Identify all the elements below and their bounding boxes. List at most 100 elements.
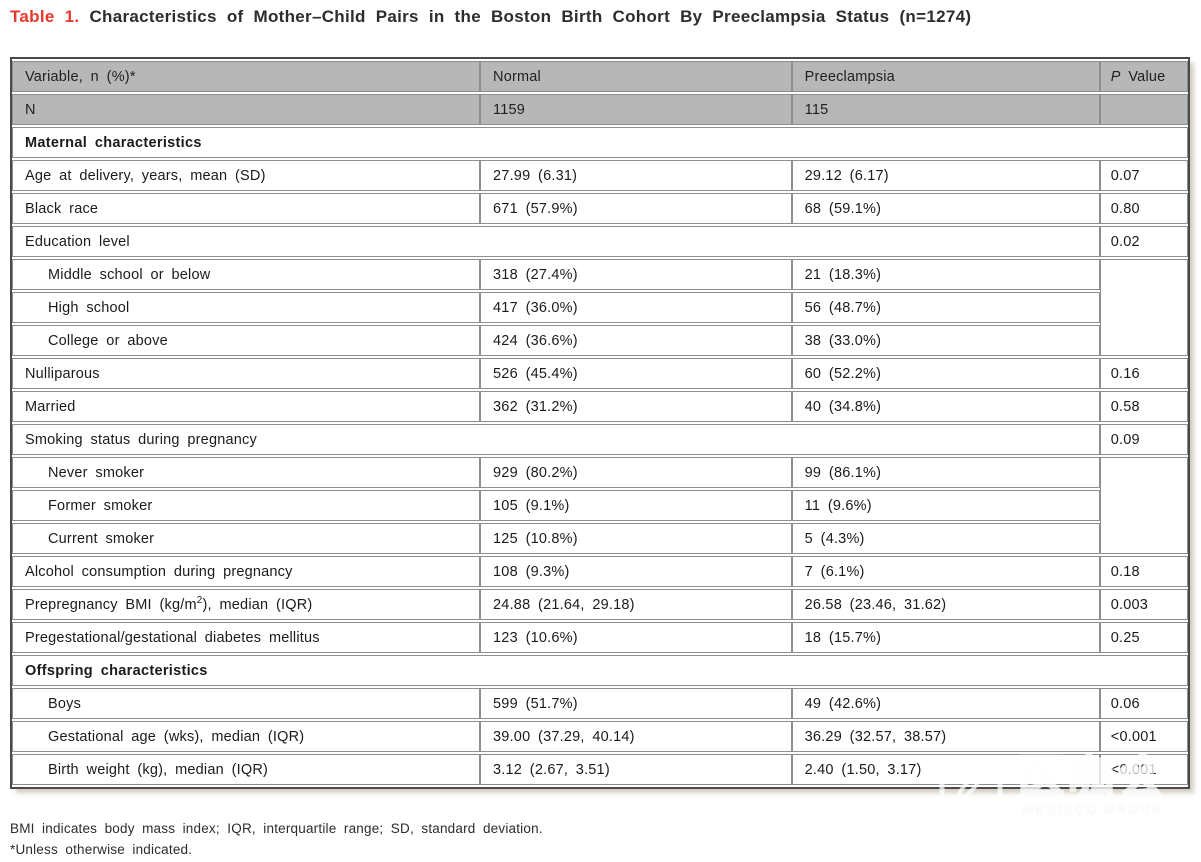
section-row: Offspring characteristics: [12, 655, 1188, 686]
cell-pvalue: <0.001: [1099, 754, 1188, 785]
header-row: Variable, n (%)* Normal Preeclampsia P V…: [12, 61, 1188, 92]
cell-pvalue: [1099, 457, 1188, 554]
header-cell-preeclampsia: Preeclampsia: [791, 61, 1100, 92]
header-cell-variable: Variable, n (%)*: [12, 61, 481, 92]
cell-normal: 39.00 (37.29, 40.14): [480, 721, 792, 752]
table-footnotes: BMI indicates body mass index; IQR, inte…: [10, 818, 543, 860]
cell-label: High school: [12, 292, 481, 323]
watermark-latin-text: MEDIECO GROUP: [1022, 803, 1164, 817]
footnote-abbreviations: BMI indicates body mass index; IQR, inte…: [10, 821, 543, 836]
cell-preeclampsia: 56 (48.7%): [791, 292, 1100, 323]
cell-pvalue: 0.09: [1099, 424, 1188, 455]
table-row: Nulliparous 526 (45.4%) 60 (52.2%) 0.16: [12, 358, 1188, 389]
cell-label: Middle school or below: [12, 259, 481, 290]
pvalue-italic-p: P: [1110, 68, 1121, 85]
cell-normal: 125 (10.8%): [480, 523, 792, 554]
n-row-preeclampsia: 115: [791, 94, 1100, 125]
cell-label: Alcohol consumption during pregnancy: [12, 556, 481, 587]
table-row: Boys 599 (51.7%) 49 (42.6%) 0.06: [12, 688, 1188, 719]
cell-label: Boys: [12, 688, 481, 719]
table-row: Education level 0.02: [12, 226, 1188, 257]
cell-normal: 929 (80.2%): [480, 457, 792, 488]
table-caption-text: Characteristics of Mother–Child Pairs in…: [89, 7, 972, 26]
header-cell-normal: Normal: [480, 61, 792, 92]
cell-normal: 424 (36.6%): [480, 325, 792, 356]
cell-pvalue: 0.80: [1099, 193, 1188, 224]
table-row: Black race 671 (57.9%) 68 (59.1%) 0.80: [12, 193, 1188, 224]
cell-label: Age at delivery, years, mean (SD): [12, 160, 481, 191]
cell-pvalue: 0.58: [1099, 391, 1188, 422]
cell-pvalue: 0.02: [1099, 226, 1188, 257]
cell-preeclampsia: 60 (52.2%): [791, 358, 1100, 389]
cell-label: Smoking status during pregnancy: [12, 424, 1100, 455]
cell-preeclampsia: 11 (9.6%): [791, 490, 1100, 521]
table-row: Smoking status during pregnancy 0.09: [12, 424, 1188, 455]
footnote-asterisk: *Unless otherwise indicated.: [10, 842, 193, 857]
cell-label: Birth weight (kg), median (IQR): [12, 754, 481, 785]
cell-preeclampsia: 68 (59.1%): [791, 193, 1100, 224]
cell-pvalue: 0.07: [1099, 160, 1188, 191]
superscript: 2: [196, 594, 203, 606]
cell-normal: 3.12 (2.67, 3.51): [480, 754, 792, 785]
cell-label: Gestational age (wks), median (IQR): [12, 721, 481, 752]
table-row: Never smoker 929 (80.2%) 99 (86.1%): [12, 457, 1188, 554]
cell-pvalue: 0.18: [1099, 556, 1188, 587]
table-row: Birth weight (kg), median (IQR) 3.12 (2.6…: [12, 754, 1188, 785]
cell-label: Black race: [12, 193, 481, 224]
cell-preeclampsia: 18 (15.7%): [791, 622, 1100, 653]
cell-pvalue: 0.25: [1099, 622, 1188, 653]
cell-label: Pregestational/gestational diabetes mell…: [12, 622, 481, 653]
table-row: Middle school or below 318 (27.4%) 21 (18.…: [12, 259, 1188, 356]
table-row: Alcohol consumption during pregnancy 108 …: [12, 556, 1188, 587]
cell-preeclampsia: 36.29 (32.57, 38.57): [791, 721, 1100, 752]
cell-preeclampsia: 38 (33.0%): [791, 325, 1100, 356]
cell-preeclampsia: 2.40 (1.50, 3.17): [791, 754, 1100, 785]
cell-preeclampsia: 40 (34.8%): [791, 391, 1100, 422]
cell-preeclampsia: 49 (42.6%): [791, 688, 1100, 719]
table-row: Gestational age (wks), median (IQR) 39.00…: [12, 721, 1188, 752]
n-row-pvalue: [1099, 94, 1188, 125]
header-cell-pvalue: P Value: [1099, 61, 1188, 92]
table-caption-label: Table 1.: [10, 7, 80, 26]
cell-preeclampsia: 29.12 (6.17): [791, 160, 1100, 191]
cell-pvalue: 0.16: [1099, 358, 1188, 389]
cell-preeclampsia: 5 (4.3%): [791, 523, 1100, 554]
cell-normal: 123 (10.6%): [480, 622, 792, 653]
section-row: Maternal characteristics: [12, 127, 1188, 158]
cell-normal: 27.99 (6.31): [480, 160, 792, 191]
cell-pvalue: <0.001: [1099, 721, 1188, 752]
cell-label: Education level: [12, 226, 1100, 257]
table-row: Prepregnancy BMI (kg/m2), median (IQR) 24…: [12, 589, 1188, 620]
cell-normal: 24.88 (21.64, 29.18): [480, 589, 792, 620]
cell-label: Former smoker: [12, 490, 481, 521]
cell-label: Prepregnancy BMI (kg/m2), median (IQR): [12, 589, 481, 620]
cell-preeclampsia: 99 (86.1%): [791, 457, 1100, 488]
cell-pvalue: [1099, 259, 1188, 356]
pvalue-rest: Value: [1120, 68, 1166, 85]
table-row: Current smoker 125 (10.8%) 5 (4.3%): [12, 523, 1188, 554]
cell-normal: 599 (51.7%): [480, 688, 792, 719]
cell-label: Never smoker: [12, 457, 481, 488]
characteristics-table-container: Variable, n (%)* Normal Preeclampsia P V…: [10, 57, 1190, 789]
cell-normal: 362 (31.2%): [480, 391, 792, 422]
table-row: High school 417 (36.0%) 56 (48.7%): [12, 292, 1188, 323]
cell-label: Married: [12, 391, 481, 422]
cell-pvalue: 0.003: [1099, 589, 1188, 620]
section-label: Maternal characteristics: [12, 127, 1188, 158]
table-row: Married 362 (31.2%) 40 (34.8%) 0.58: [12, 391, 1188, 422]
cell-normal: 108 (9.3%): [480, 556, 792, 587]
n-row-label: N: [12, 94, 481, 125]
cell-preeclampsia: 7 (6.1%): [791, 556, 1100, 587]
table-caption: Table 1. Characteristics of Mother–Child …: [10, 7, 971, 27]
n-row: N 1159 115: [12, 94, 1188, 125]
cell-preeclampsia: 26.58 (23.46, 31.62): [791, 589, 1100, 620]
table-row: College or above 424 (36.6%) 38 (33.0%): [12, 325, 1188, 356]
cell-label: Nulliparous: [12, 358, 481, 389]
cell-normal: 318 (27.4%): [480, 259, 792, 290]
cell-normal: 671 (57.9%): [480, 193, 792, 224]
table-row: Pregestational/gestational diabetes mell…: [12, 622, 1188, 653]
cell-normal: 526 (45.4%): [480, 358, 792, 389]
table-row: Former smoker 105 (9.1%) 11 (9.6%): [12, 490, 1188, 521]
cell-pvalue: 0.06: [1099, 688, 1188, 719]
